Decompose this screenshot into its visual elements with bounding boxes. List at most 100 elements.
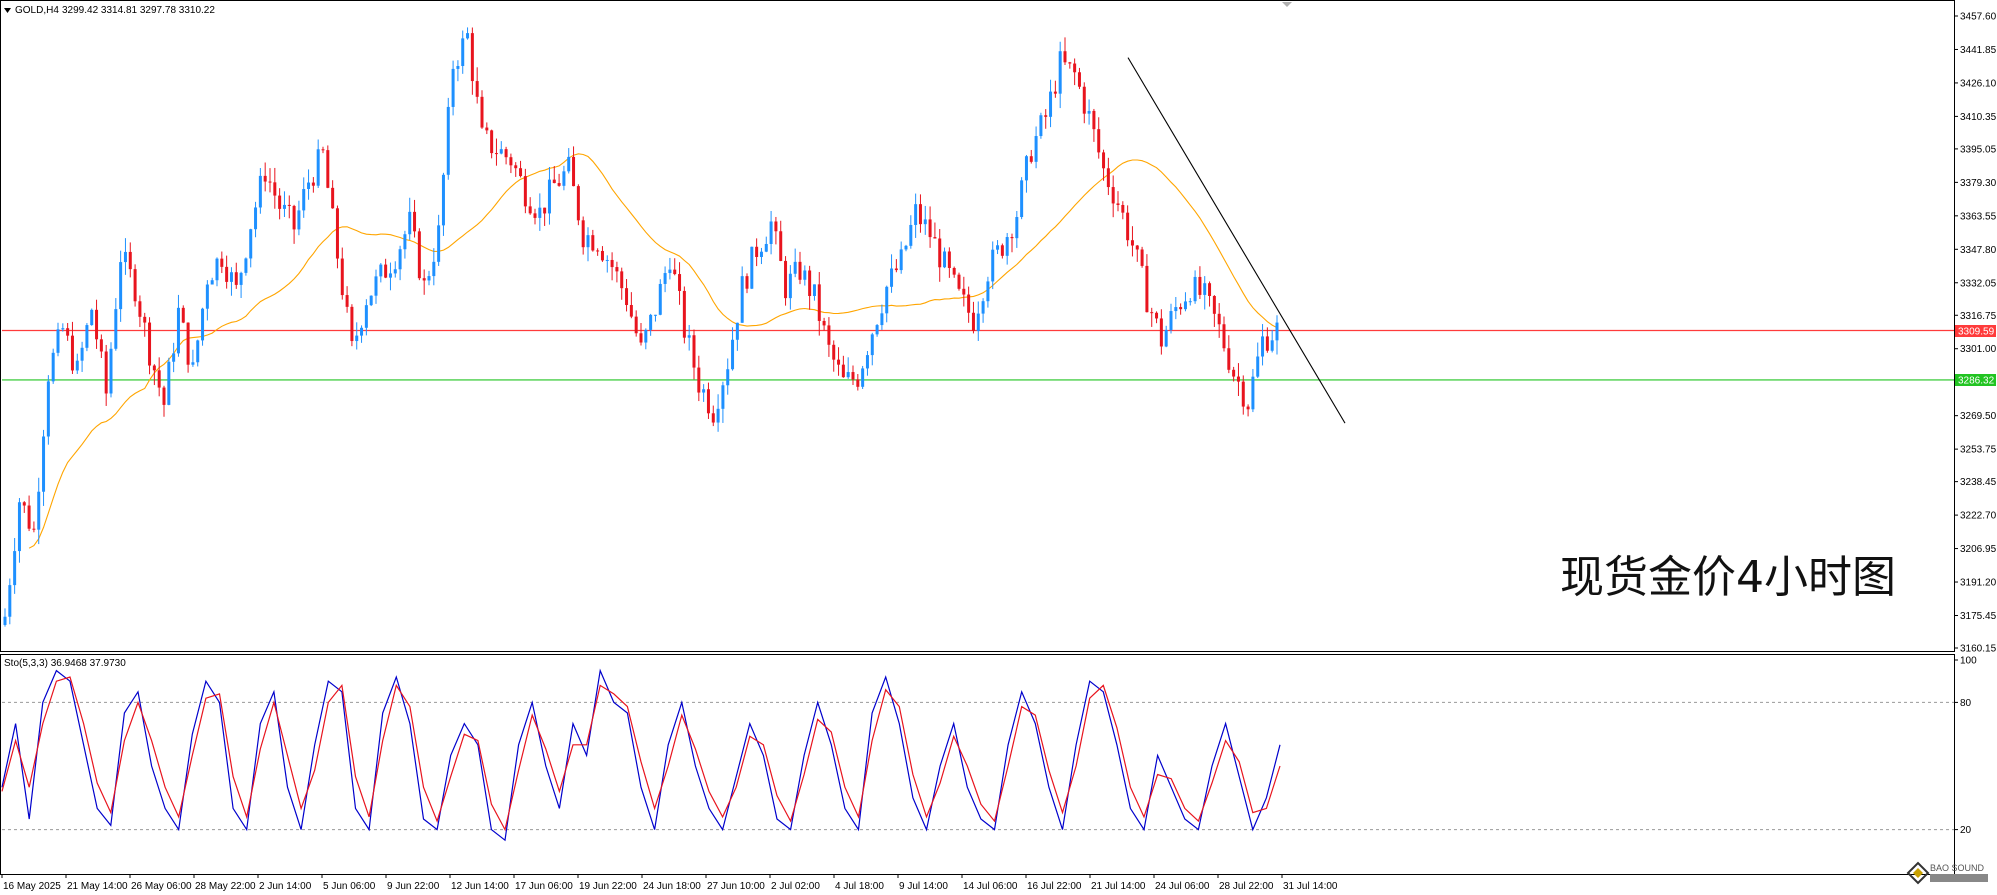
bull-candle <box>658 283 662 315</box>
bear-candle <box>340 258 344 296</box>
time-tick-label: 28 Jul 22:00 <box>1219 881 1274 892</box>
bull-candle <box>1203 283 1207 295</box>
bear-candle <box>186 322 190 365</box>
bull-candle <box>1049 91 1053 117</box>
bear-candle <box>851 372 855 380</box>
price-tick-label: 3222.70 <box>1960 511 1997 522</box>
bull-candle <box>1024 156 1028 181</box>
bear-candle <box>1053 91 1057 94</box>
bull-candle <box>432 261 436 277</box>
bear-candle <box>413 211 417 232</box>
bull-candle <box>649 314 653 330</box>
bull-candle <box>254 207 258 230</box>
current-price-label: 3309.59 <box>1958 327 1995 338</box>
bull-candle <box>437 225 441 262</box>
bull-candle <box>123 251 127 263</box>
price-tick-label: 3395.05 <box>1960 144 1997 155</box>
shift-marker-icon[interactable] <box>1282 2 1292 7</box>
bear-candle <box>1145 265 1149 313</box>
downtrend-line[interactable] <box>1127 57 1346 424</box>
bull-candle <box>764 243 768 252</box>
bull-candle <box>119 262 123 310</box>
bear-candle <box>1130 240 1134 246</box>
bull-candle <box>8 585 12 617</box>
bull-candle <box>976 313 980 332</box>
symbol-menu-icon[interactable] <box>4 8 11 13</box>
bull-candle <box>803 270 807 280</box>
bear-candle <box>292 205 296 230</box>
bull-candle <box>687 335 691 338</box>
bear-candle <box>600 250 604 261</box>
moving-average-layer <box>28 153 1278 549</box>
bear-candle <box>552 179 556 184</box>
bull-candle <box>663 273 667 284</box>
bear-candle <box>967 294 971 313</box>
price-axis: 3457.60 3441.85 3426.10 3410.35 3395.05 3379.… <box>1954 12 1997 655</box>
bull-candle <box>1251 376 1255 410</box>
bear-candle <box>326 150 330 188</box>
bull-candle <box>812 284 816 296</box>
bear-candle <box>1155 312 1159 319</box>
bull-candle <box>172 353 176 362</box>
bear-candle <box>384 264 388 278</box>
bull-candle <box>456 65 460 69</box>
bull-candle <box>1188 301 1192 303</box>
bull-candle <box>374 276 378 296</box>
bull-candle <box>441 174 445 226</box>
bull-candle <box>355 335 359 342</box>
trendline-layer[interactable] <box>1127 57 1346 424</box>
bull-candle <box>914 204 918 225</box>
bull-candle <box>793 261 797 274</box>
bear-candle <box>523 176 527 207</box>
price-tick-label: 3253.75 <box>1960 445 1997 456</box>
bear-candle <box>957 274 961 289</box>
bull-candle <box>360 327 364 336</box>
bull-candle <box>996 245 1000 250</box>
bull-candle <box>909 224 913 246</box>
price-tick-label: 3269.50 <box>1960 411 1997 422</box>
bull-candle <box>605 259 609 261</box>
price-tick-label: 3441.85 <box>1960 45 1997 56</box>
bear-candle <box>133 269 137 302</box>
time-tick-label: 21 Jul 14:00 <box>1091 881 1146 892</box>
bear-candle <box>345 295 349 307</box>
price-tick-label: 3410.35 <box>1960 112 1997 123</box>
bear-candle <box>629 305 633 317</box>
bull-candle <box>1039 115 1043 137</box>
current-price-badge: 3309.59 <box>1955 325 1996 338</box>
oscillator-panel[interactable] <box>0 654 1955 875</box>
bull-candle <box>388 273 392 278</box>
price-tick-label: 3238.45 <box>1960 477 1997 488</box>
bull-candle <box>788 273 792 299</box>
time-tick-label: 2 Jun 14:00 <box>259 881 312 892</box>
time-tick-label: 19 Jun 22:00 <box>579 881 637 892</box>
bear-candle <box>1111 187 1115 204</box>
bull-candle <box>1020 180 1024 218</box>
bull-candle <box>408 211 412 235</box>
bear-candle <box>490 130 494 154</box>
bear-candle <box>504 149 508 158</box>
bear-candle <box>514 165 518 169</box>
bear-candle <box>32 528 36 530</box>
bear-candle <box>1150 312 1154 314</box>
bull-candle <box>716 408 720 423</box>
bull-candle <box>1015 217 1019 239</box>
bull-candle <box>875 325 879 335</box>
bear-candle <box>1106 168 1110 188</box>
bull-candle <box>846 372 850 378</box>
bull-candle <box>466 33 470 39</box>
bear-candle <box>422 278 426 281</box>
bull-candle <box>986 281 990 302</box>
bear-candle <box>784 260 788 299</box>
bear-candle <box>697 367 701 393</box>
support-price-label: 3286.32 <box>1958 376 1995 387</box>
bear-candle <box>682 290 686 338</box>
bear-candle <box>99 339 103 352</box>
bull-candle <box>899 249 903 271</box>
bull-candle <box>364 305 368 328</box>
time-tick-label: 28 May 22:00 <box>195 881 256 892</box>
bear-candle <box>933 237 937 239</box>
bear-candle <box>287 204 291 206</box>
bear-candle <box>692 335 696 368</box>
